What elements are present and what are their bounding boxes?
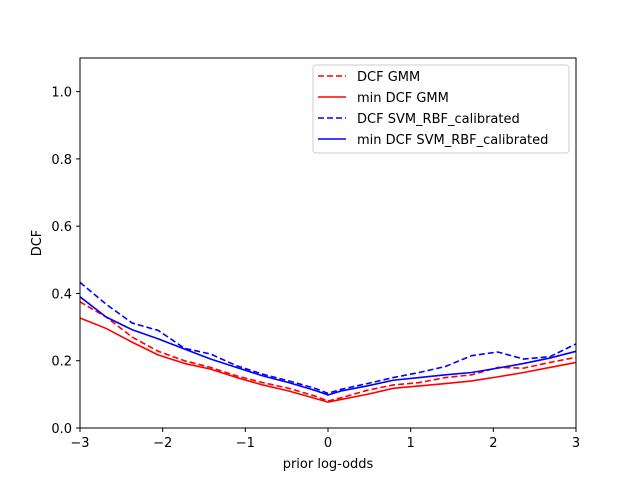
legend-label: min DCF SVM_RBF_calibrated (357, 133, 548, 148)
x-tick-label: 0 (324, 436, 332, 451)
x-axis-ticks: −3 −2 −1 0 1 2 3 (70, 428, 580, 451)
legend-label: DCF SVM_RBF_calibrated (357, 112, 520, 127)
x-tick-label: 3 (572, 436, 580, 451)
y-tick-label: 1.0 (51, 86, 72, 101)
y-tick-label: 0.0 (51, 422, 72, 437)
series-line-dcf-svm-rbf-calibrated (79, 281, 577, 395)
series-line-min-dcf-svm-rbf-calibrated (79, 296, 577, 396)
series-line-min-dcf-gmm (79, 317, 577, 403)
legend: DCF GMM min DCF GMM DCF SVM_RBF_calibrated… (312, 64, 570, 154)
plot-lines (79, 281, 577, 403)
legend-label: min DCF GMM (357, 91, 449, 106)
x-tick-label: −3 (70, 436, 89, 451)
x-tick-label: −1 (236, 436, 255, 451)
y-axis-ticks: 0.0 0.2 0.4 0.6 0.8 1.0 (51, 86, 80, 437)
y-tick-label: 0.4 (51, 287, 72, 302)
y-tick-label: 0.8 (51, 153, 72, 168)
x-tick-label: 2 (489, 436, 497, 451)
y-tick-label: 0.6 (51, 220, 72, 235)
legend-label: DCF GMM (357, 70, 420, 85)
x-axis-label: prior log-odds (283, 457, 374, 472)
y-axis-label: DCF (30, 230, 45, 257)
x-tick-label: −2 (153, 436, 172, 451)
legend-box (312, 64, 570, 154)
y-tick-label: 0.2 (51, 355, 72, 370)
x-tick-label: 1 (407, 436, 415, 451)
